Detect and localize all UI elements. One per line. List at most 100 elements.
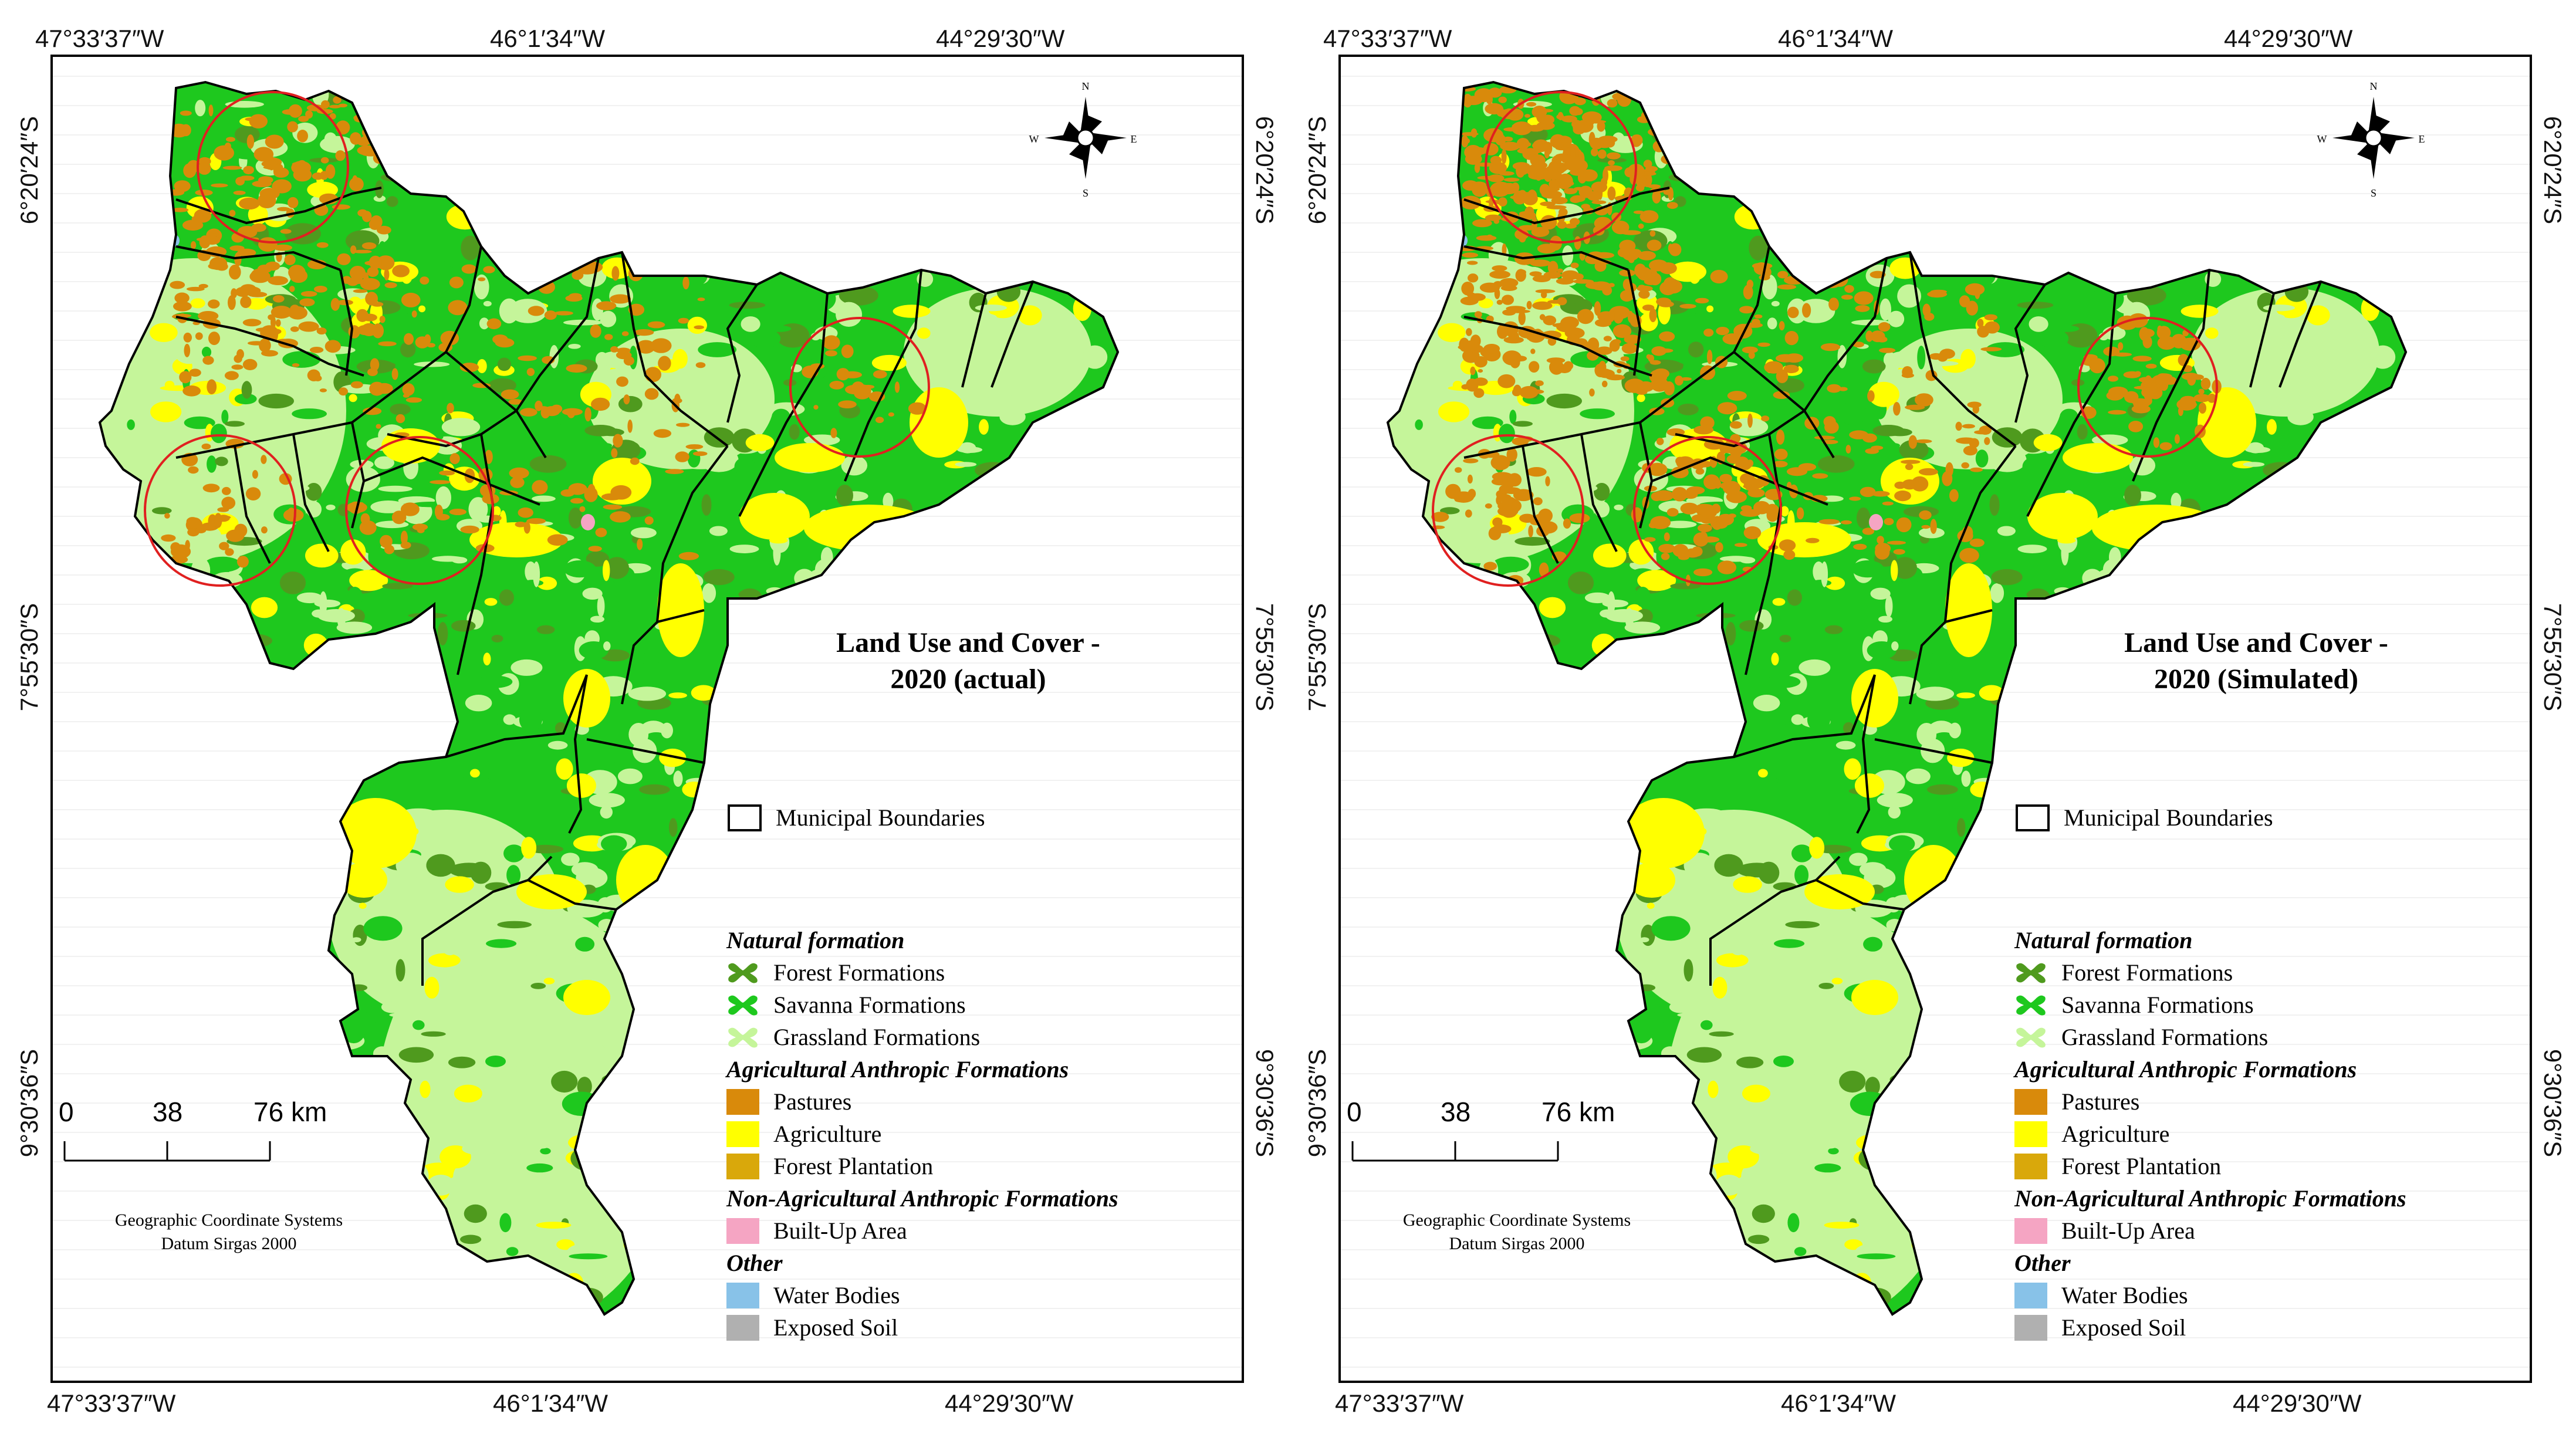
- land-patch: [2337, 608, 2364, 614]
- land-patch: [2311, 167, 2338, 187]
- land-patch: [1388, 1125, 1419, 1144]
- pastures-patch: [1984, 321, 2000, 334]
- land-patch: [1514, 1058, 1532, 1075]
- land-patch: [2002, 792, 2038, 799]
- pastures-patch: [170, 280, 185, 289]
- land-patch: [712, 148, 737, 158]
- land-patch: [1957, 1256, 1972, 1281]
- land-patch: [1856, 507, 1871, 529]
- land-patch: [1020, 717, 1034, 725]
- land-patch: [831, 84, 864, 100]
- pastures-patch: [1519, 385, 1539, 399]
- pastures-patch: [1653, 490, 1674, 501]
- coord-bottom: 46°1′34″W: [1781, 1389, 1896, 1417]
- land-patch: [2105, 148, 2141, 168]
- land-patch: [986, 705, 1001, 721]
- land-patch: [1477, 618, 1499, 644]
- land-patch: [975, 499, 995, 516]
- land-patch: [2317, 803, 2338, 809]
- land-patch: [1836, 956, 1865, 963]
- land-patch: [993, 573, 1025, 594]
- land-patch: [1642, 681, 1677, 701]
- map-title: Land Use and Cover - 2020 (actual): [757, 625, 1179, 698]
- land-patch: [218, 1142, 244, 1149]
- land-patch: [2354, 747, 2384, 765]
- land-patch: [2189, 192, 2210, 215]
- land-patch: [2129, 841, 2159, 849]
- land-patch: [917, 327, 931, 339]
- pastures-patch: [237, 248, 256, 257]
- land-patch: [857, 201, 887, 214]
- land-patch: [189, 847, 197, 854]
- land-patch: [1930, 914, 1960, 939]
- land-patch: [2338, 806, 2368, 816]
- land-patch: [853, 782, 882, 796]
- legend-item: Savanna Formations: [726, 989, 1118, 1021]
- land-patch: [1669, 1001, 1692, 1013]
- legend-item-label: Savanna Formations: [2061, 992, 2254, 1018]
- land-patch: [270, 1162, 280, 1188]
- municipal-boundary: [1909, 252, 2017, 447]
- land-patch: [388, 1180, 415, 1186]
- land-patch: [2264, 608, 2298, 615]
- land-patch: [1045, 564, 1070, 574]
- land-patch: [1780, 506, 1789, 517]
- land-patch: [521, 168, 537, 177]
- land-patch: [528, 82, 562, 94]
- land-patch: [142, 1159, 175, 1182]
- land-patch: [1839, 83, 1866, 97]
- pastures-patch: [813, 405, 819, 410]
- land-patch: [499, 589, 515, 606]
- pastures-patch: [1563, 188, 1577, 194]
- pastures-patch: [224, 371, 239, 380]
- agriculture-patch: [1628, 863, 1675, 898]
- land-patch: [1388, 249, 1404, 274]
- land-patch: [1388, 853, 1410, 868]
- land-patch: [1670, 1117, 1690, 1139]
- land-patch: [173, 845, 200, 868]
- land-patch: [1647, 1107, 1675, 1125]
- land-patch: [2233, 518, 2242, 544]
- land-patch: [1422, 1293, 1443, 1314]
- agriculture-patch: [1622, 798, 1705, 868]
- land-patch: [678, 973, 692, 994]
- land-patch: [695, 1261, 722, 1273]
- land-patch: [756, 164, 769, 188]
- agriculture-patch: [2063, 443, 2133, 472]
- land-patch: [1388, 180, 1417, 202]
- land-patch: [1477, 847, 1485, 854]
- pastures-patch: [1535, 289, 1556, 293]
- pastures-patch: [1604, 165, 1622, 171]
- land-patch: [695, 803, 724, 830]
- pastures-patch: [1580, 169, 1598, 182]
- land-patch: [2145, 835, 2164, 841]
- pastures-patch: [1483, 562, 1497, 571]
- land-patch: [207, 455, 217, 473]
- land-patch: [821, 157, 830, 167]
- land-patch: [586, 116, 595, 124]
- land-patch: [1960, 349, 1976, 369]
- land-patch: [1891, 560, 1898, 581]
- pastures-patch: [292, 162, 302, 167]
- land-patch: [1520, 921, 1548, 944]
- land-patch: [2342, 165, 2376, 172]
- land-patch: [1451, 588, 1473, 594]
- pastures-patch: [1671, 466, 1689, 479]
- municipal-boundary: [1580, 434, 1618, 552]
- land-patch: [2378, 298, 2386, 305]
- pastures-patch: [2128, 313, 2148, 328]
- land-patch: [402, 914, 422, 924]
- pastures-patch: [1930, 519, 1937, 534]
- pastures-patch: [1663, 277, 1677, 292]
- land-patch: [1060, 462, 1076, 475]
- land-patch: [2364, 461, 2374, 468]
- land-patch: [1396, 286, 1407, 299]
- land-patch: [2316, 455, 2348, 468]
- legend-item-label: Grassland Formations: [2061, 1024, 2269, 1050]
- land-patch: [391, 1282, 413, 1305]
- pastures-patch: [1647, 462, 1668, 476]
- land-patch: [841, 841, 871, 849]
- pastures-patch: [202, 356, 214, 365]
- land-patch: [2354, 454, 2380, 464]
- land-patch: [2037, 845, 2053, 861]
